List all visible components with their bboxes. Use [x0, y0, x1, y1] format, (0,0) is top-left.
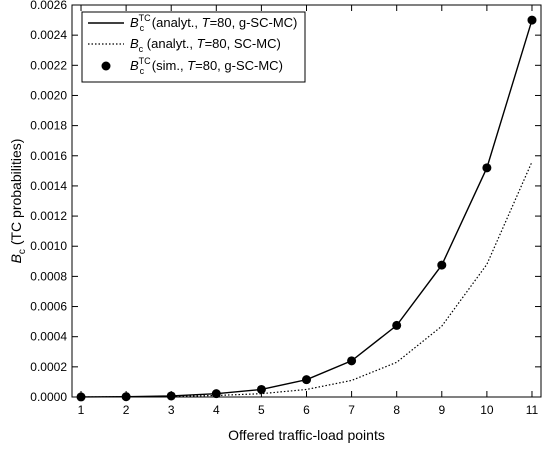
series-line-2 [81, 161, 533, 398]
legend-label-1: BTC c (analyt., T=80, g-SC-MC) [130, 13, 297, 33]
y-axis-ticks: 0.0000 0.0002 0.0004 0.0006 0.0008 0.0010 0.00… [30, 0, 541, 404]
series-point [392, 320, 402, 330]
series-layer [76, 15, 537, 402]
x-tick-label: 9 [438, 403, 445, 417]
series-point [482, 163, 492, 173]
y-axis-label-subscript: c [17, 249, 28, 254]
x-tick-label: 1 [78, 403, 85, 417]
y-tick-label: 0.0006 [30, 300, 67, 314]
x-tick-label: 11 [526, 403, 539, 417]
y-tick-label: 0.0020 [30, 88, 67, 102]
x-tick-label: 6 [303, 403, 310, 417]
series-point [76, 392, 86, 402]
x-tick-label: 8 [393, 403, 400, 417]
y-tick-label: 0.0012 [30, 209, 67, 223]
x-tick-label: 10 [480, 403, 494, 417]
y-tick-label: 0.0022 [30, 58, 67, 72]
legend: BTC c (analyt., T=80, g-SC-MC) Bc (analyt.… [81, 11, 306, 83]
x-axis-label: Offered traffic-load points [228, 427, 385, 443]
y-tick-label: 0.0004 [30, 330, 67, 344]
y-axis-label: Bc (TC probabilities) [8, 139, 28, 264]
y-tick-label: 0.0002 [30, 360, 67, 374]
y-tick-label: 0.0008 [30, 269, 67, 283]
series-point [211, 389, 221, 399]
y-axis-label-symbol: B [8, 254, 24, 263]
x-tick-label: 5 [258, 403, 265, 417]
series-point [527, 15, 537, 25]
x-tick-label: 7 [348, 403, 355, 417]
x-tick-label: 4 [213, 403, 220, 417]
y-axis-label-rest: (TC probabilities) [8, 139, 24, 249]
x-tick-label: 3 [168, 403, 175, 417]
series-point [121, 392, 131, 402]
series-point [302, 375, 311, 385]
legend-marker-3 [101, 61, 111, 71]
y-tick-label: 0.0018 [30, 119, 67, 133]
series-point [347, 356, 357, 366]
series-point [166, 391, 176, 401]
x-tick-label: 2 [123, 403, 130, 417]
series-point [437, 260, 447, 270]
y-tick-label: 0.0016 [30, 149, 67, 163]
y-tick-label: 0.0014 [30, 179, 67, 193]
y-tick-label: 0.0000 [30, 390, 67, 404]
y-tick-label: 0.0026 [30, 0, 67, 12]
y-tick-label: 0.0010 [30, 239, 67, 253]
legend-label-2: Bc (analyt., T=80, SC-MC) [130, 36, 281, 54]
y-tick-label: 0.0024 [30, 28, 67, 42]
legend-label-3: BTC c (sim., T=80, g-SC-MC) [130, 56, 283, 76]
series-point [256, 384, 266, 394]
